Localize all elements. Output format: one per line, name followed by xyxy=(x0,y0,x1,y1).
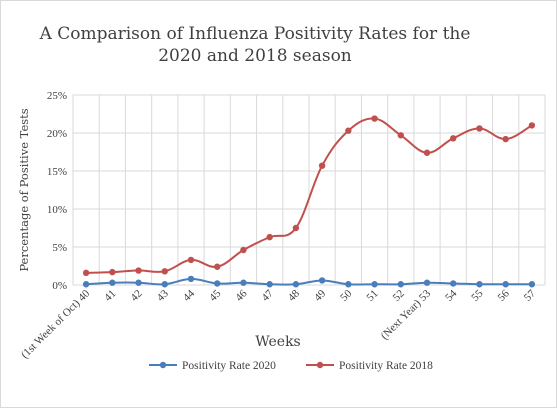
series-0-point-12 xyxy=(397,281,404,288)
x-tick-label-15: 55 xyxy=(469,287,486,304)
x-tick-label-10: 50 xyxy=(338,287,355,304)
series-0-point-1 xyxy=(109,279,116,286)
legend-marker-1 xyxy=(316,361,324,369)
series-0-point-8 xyxy=(292,281,300,288)
series-0-point-13 xyxy=(423,279,431,286)
chart-title-line1: A Comparison of Influenza Positivity Rat… xyxy=(39,24,471,44)
series-1-point-12 xyxy=(397,132,404,139)
series-1-point-0 xyxy=(82,269,90,277)
x-tick-label-0: (1st Week of Oct) 40 xyxy=(19,287,93,361)
legend-label-1: Positivity Rate 2018 xyxy=(339,360,433,372)
x-tick-label-4: 44 xyxy=(181,287,198,304)
series-1-point-11 xyxy=(371,115,378,122)
legend: Positivity Rate 2020 Positivity Rate 2018 xyxy=(149,360,433,372)
series-1-point-3 xyxy=(161,268,168,275)
series-0-point-14 xyxy=(450,280,457,287)
gridlines xyxy=(72,94,546,286)
series-1-point-2 xyxy=(135,267,142,274)
series-1-point-14 xyxy=(450,135,457,142)
x-tick-label-11: 51 xyxy=(364,288,380,304)
y-tick-label-2: 10% xyxy=(47,204,67,216)
series-0-point-4 xyxy=(187,275,195,283)
series-1-point-6 xyxy=(240,246,247,254)
x-tick-label-17: 57 xyxy=(522,287,539,304)
x-tick-label-3: 43 xyxy=(155,287,172,304)
series-1-point-16 xyxy=(502,135,509,143)
x-tick-label-12: 52 xyxy=(391,288,407,304)
x-tick-label-14: 54 xyxy=(443,287,460,304)
series-0-point-11 xyxy=(371,281,378,288)
series-0-point-0 xyxy=(82,281,90,288)
series-0-point-3 xyxy=(161,281,168,288)
series-1-point-1 xyxy=(109,268,116,276)
y-tick-label-4: 20% xyxy=(47,128,67,140)
series-1-point-13 xyxy=(423,149,431,156)
series-1-point-15 xyxy=(476,125,483,132)
series-0-point-17 xyxy=(528,281,536,288)
y-tick-label-5: 25% xyxy=(47,90,67,102)
series-0-point-5 xyxy=(214,280,221,287)
x-tick-label-6: 46 xyxy=(233,287,250,304)
series-1-point-7 xyxy=(266,233,273,241)
series-0-point-9 xyxy=(318,277,326,284)
series-1-point-5 xyxy=(214,263,221,270)
series-0-point-15 xyxy=(476,281,483,288)
x-tick-label-16: 56 xyxy=(496,287,513,304)
y-tick-label-3: 15% xyxy=(47,166,67,178)
x-tick-label-7: 47 xyxy=(260,287,277,304)
series-0-point-2 xyxy=(135,279,142,286)
legend-marker-0 xyxy=(159,361,167,369)
y-axis-ticks: 0% 5% 10% 15% 20% 25% xyxy=(47,90,67,292)
series-0-point-7 xyxy=(266,281,273,288)
y-axis-title: Percentage of Positive Tests xyxy=(17,108,31,271)
legend-label-0: Positivity Rate 2020 xyxy=(182,360,276,372)
x-tick-label-1: 41 xyxy=(102,288,118,304)
series-layer xyxy=(82,115,536,288)
x-axis-title: Weeks xyxy=(255,334,301,350)
series-1-point-17 xyxy=(528,122,536,129)
series-0-point-6 xyxy=(240,279,247,286)
x-tick-label-8: 48 xyxy=(286,287,303,304)
y-tick-label-1: 5% xyxy=(52,242,67,254)
series-1-point-4 xyxy=(187,256,195,264)
series-0-point-16 xyxy=(502,281,509,288)
x-tick-label-9: 49 xyxy=(312,287,329,304)
series-1-point-10 xyxy=(345,127,352,134)
series-1-point-8 xyxy=(292,224,300,232)
series-1-point-9 xyxy=(318,162,326,169)
series-0-point-10 xyxy=(345,281,352,288)
chart-title-line2: 2020 and 2018 season xyxy=(158,46,352,66)
y-tick-label-0: 0% xyxy=(52,280,67,292)
x-tick-label-5: 45 xyxy=(207,287,224,304)
x-tick-label-2: 42 xyxy=(128,288,144,304)
